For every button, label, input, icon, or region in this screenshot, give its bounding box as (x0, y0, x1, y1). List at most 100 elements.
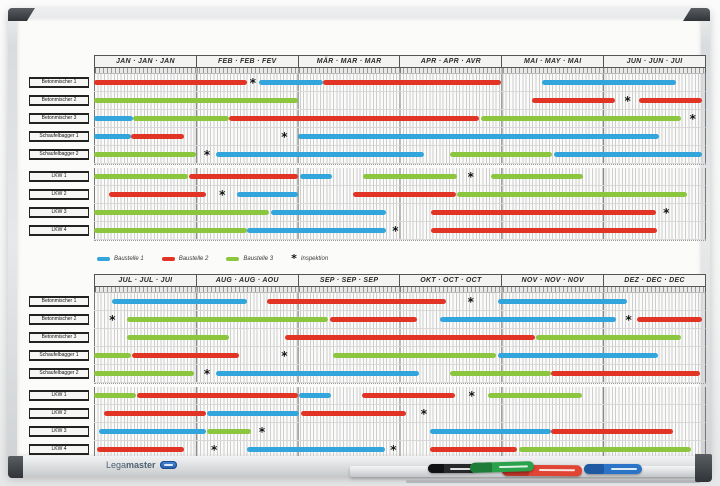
legend-item: Baustelle 2 (161, 256, 208, 262)
gantt-bar-green (94, 152, 196, 157)
gantt-bar-green (94, 174, 188, 179)
row-label-plate: Schaufelbagger 1 (29, 131, 89, 142)
row-label-plate: Betonmischer 1 (29, 77, 89, 88)
gantt-bar-green (132, 116, 230, 121)
row-track: * (94, 293, 706, 311)
equipment-rows: Betonmischer 1 * Betonmischer 2 * Betonmisch… (29, 74, 706, 244)
month-header-cell: MÄR · MAR · MAR (297, 56, 400, 67)
corner-cap-top-right (683, 8, 710, 21)
gantt-bar-green (491, 174, 583, 179)
corner-cap-top-left (8, 8, 35, 21)
inspection-star-icon: * (219, 188, 226, 202)
month-header-row: JAN · JAN · JAN FEB · FEB · FEV MÄR · MAR … (94, 55, 706, 68)
equipment-row: Betonmischer 3 * (29, 110, 706, 128)
gantt-bar-blue (246, 228, 387, 233)
gantt-bar-blue (216, 152, 424, 157)
month-header-cell: SEP · SEP · SEP (297, 275, 400, 286)
row-track: * (94, 92, 706, 110)
gantt-bar-blue (94, 134, 131, 139)
gantt-bar-green (535, 335, 681, 340)
row-label-plate: Betonmischer 1 (29, 296, 89, 307)
row-track: * (94, 146, 706, 164)
gantt-bar-red (430, 447, 517, 452)
inspection-star-icon: * (249, 76, 256, 90)
gantt-bar-blue (299, 174, 333, 179)
gantt-bar-green (518, 447, 691, 452)
section-separator (94, 164, 706, 168)
inspection-star-icon: * (467, 170, 474, 184)
row-track: * (94, 347, 706, 365)
brand-badge-icon (159, 461, 177, 469)
row-label-plate: Schaufelbagger 2 (29, 368, 89, 379)
black-marker (428, 464, 476, 473)
logo-text: Legamaster (106, 460, 156, 470)
legend-item: Baustelle 1 (97, 256, 144, 262)
black-marker-label (450, 467, 472, 470)
equipment-rows: Betonmischer 1 * Betonmischer 2 * * Betonmisc… (29, 293, 706, 463)
inspection-star-icon: * (624, 94, 631, 108)
gantt-bar-red (104, 411, 206, 416)
row-label-plate: LKW 1 (29, 171, 89, 182)
legend: Baustelle 1 Baustelle 2 Baustelle 3 * Inspek… (97, 246, 706, 272)
month-header-cell: OKT · OCT · OCT (399, 275, 501, 286)
gantt-bar-blue (94, 116, 133, 121)
gantt-bar-red (229, 116, 479, 121)
gantt-bar-red (285, 335, 535, 340)
gantt-bar-blue (554, 152, 702, 157)
gantt-bar-blue (440, 317, 617, 322)
legend-item: * Inspektion (291, 253, 328, 264)
gantt-bar-blue (246, 447, 386, 452)
second-half-year-grid: JUL · JUL · JUI AUG · AUG · AOU SEP · SEP … (29, 274, 706, 463)
gantt-bar-green (362, 174, 457, 179)
day-number-strip (94, 68, 706, 74)
gantt-bar-green (94, 393, 136, 398)
month-header-cell: JUL · JUL · JUI (118, 277, 173, 284)
gantt-bar-green (94, 210, 270, 215)
month-header-cell: NOV · NOV · NOV (501, 275, 603, 286)
gantt-bar-red (130, 134, 184, 139)
inspection-star-icon: * (467, 295, 474, 309)
legend-item: Baustelle 3 (226, 256, 273, 262)
gantt-bar-red (188, 174, 298, 179)
month-header-row: JUL · JUL · JUI AUG · AUG · AOU SEP · SEP … (94, 274, 706, 287)
gantt-bar-green (94, 371, 194, 376)
equipment-row: LKW 2 * (29, 405, 706, 423)
gantt-bar-red (431, 210, 657, 215)
row-track: * (94, 186, 706, 204)
gantt-bar-red (330, 317, 417, 322)
equipment-row: Betonmischer 1 * (29, 74, 706, 92)
row-label-plate: Schaufelbagger 1 (29, 350, 89, 361)
gantt-bar-red (323, 80, 502, 85)
gantt-bar-red (638, 98, 702, 103)
equipment-row: LKW 2 * (29, 186, 706, 204)
day-number-strip (94, 287, 706, 293)
equipment-row: Schaufelbagger 1 * (29, 347, 706, 365)
equipment-row: LKW 3 * (29, 204, 706, 222)
gantt-bar-green (207, 429, 251, 434)
gantt-bar-green (488, 393, 582, 398)
gantt-bar-red (636, 317, 702, 322)
legend-color-swatch (97, 257, 110, 261)
month-header-cell: FEB · FEB · FEV (195, 56, 298, 67)
gantt-bar-red (361, 393, 456, 398)
gantt-bar-blue (430, 429, 552, 434)
planner-surface: JAN · JAN · JAN FEB · FEB · FEV MÄR · MAR … (17, 18, 706, 460)
row-track: * (94, 387, 706, 405)
gantt-bar-red (551, 371, 700, 376)
row-track: * (94, 128, 706, 146)
row-label-plate: Schaufelbagger 2 (29, 149, 89, 160)
row-label-plate: Betonmischer 3 (29, 332, 89, 343)
equipment-row: Schaufelbagger 1 * (29, 128, 706, 146)
legend-color-swatch (226, 257, 240, 261)
inspection-star-icon: * (109, 313, 116, 327)
row-track: * (94, 74, 706, 92)
gantt-bar-blue (99, 429, 206, 434)
inspection-star-icon: * (203, 148, 211, 162)
row-label-plate: LKW 2 (29, 189, 89, 200)
gantt-bar-blue (112, 299, 247, 304)
gantt-bar-blue (498, 299, 627, 304)
gantt-bar-green (480, 116, 681, 121)
gantt-bar-blue (498, 353, 659, 358)
inspection-star-icon: * (203, 367, 211, 381)
month-header-cell: JUN · JUN · JUI (603, 56, 705, 67)
